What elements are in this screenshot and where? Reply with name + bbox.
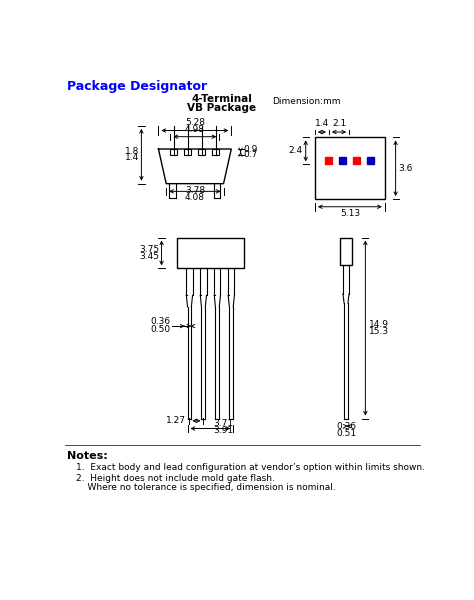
Text: 0.50: 0.50	[150, 325, 171, 334]
Bar	[367, 157, 374, 164]
Text: 0.36: 0.36	[150, 317, 171, 326]
Text: 3.75: 3.75	[139, 245, 159, 254]
Text: 0.36: 0.36	[336, 422, 356, 431]
Text: 14.9: 14.9	[368, 320, 389, 329]
Text: 3.78: 3.78	[185, 186, 205, 195]
Text: 3.6: 3.6	[399, 164, 413, 173]
Text: 3.91: 3.91	[213, 427, 234, 436]
Text: 1.4: 1.4	[125, 154, 139, 163]
Text: VB Package: VB Package	[187, 103, 256, 113]
Bar	[339, 157, 346, 164]
Bar	[177, 238, 244, 268]
Text: 5.13: 5.13	[340, 209, 360, 218]
Text: 2.  Height does not include mold gate flash.: 2. Height does not include mold gate fla…	[76, 474, 275, 483]
Text: 5.28: 5.28	[185, 118, 205, 127]
Text: Notes:: Notes:	[67, 451, 108, 461]
Bar	[198, 149, 205, 155]
Text: 0.9: 0.9	[243, 145, 257, 154]
Text: 0.51: 0.51	[336, 429, 356, 438]
Bar	[212, 149, 219, 155]
Text: 3.45: 3.45	[139, 252, 159, 262]
Text: Package Designator: Package Designator	[67, 80, 207, 92]
Text: 4-Terminal: 4-Terminal	[191, 94, 253, 104]
Bar	[353, 157, 360, 164]
Text: 2.4: 2.4	[289, 146, 302, 155]
Text: 2.1: 2.1	[332, 119, 346, 128]
Text: Where no tolerance is specified, dimension is nominal.: Where no tolerance is specified, dimensi…	[76, 483, 336, 492]
Bar	[340, 238, 352, 265]
Text: 4.08: 4.08	[185, 193, 205, 202]
Bar	[184, 149, 191, 155]
Text: 0.7: 0.7	[243, 150, 257, 159]
Text: 1.8: 1.8	[125, 147, 139, 156]
Text: 1.4: 1.4	[315, 119, 329, 128]
Text: 15.3: 15.3	[368, 328, 389, 337]
Bar	[315, 137, 385, 199]
Bar	[171, 149, 177, 155]
Text: 3.71: 3.71	[213, 419, 234, 428]
Text: 1.  Exact body and lead configuration at vendor’s option within limits shown.: 1. Exact body and lead configuration at …	[76, 463, 425, 472]
Text: 1.27: 1.27	[165, 416, 186, 425]
Text: Dimension:mm: Dimension:mm	[273, 97, 341, 106]
Text: 4.98: 4.98	[185, 125, 205, 134]
Bar	[326, 157, 332, 164]
